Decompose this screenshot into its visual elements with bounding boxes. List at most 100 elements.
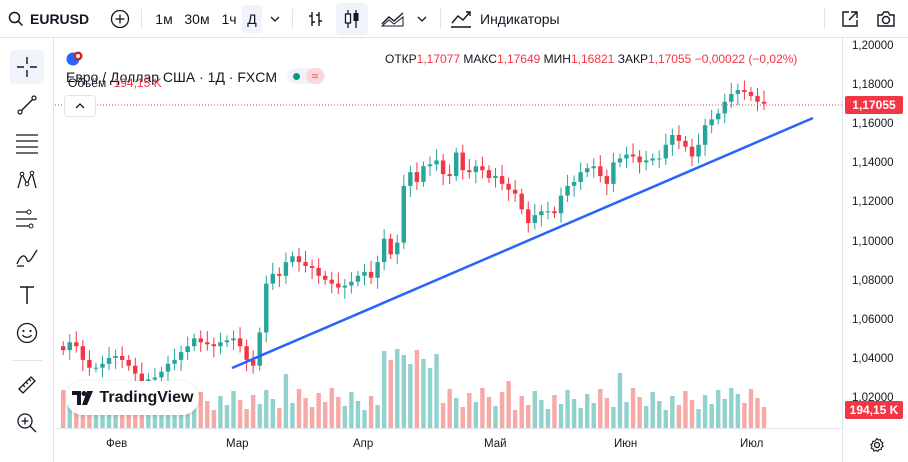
volume-bar — [218, 396, 223, 428]
volume-bar — [126, 408, 131, 428]
volume-bar — [480, 388, 485, 428]
plus-circle-icon — [110, 9, 130, 29]
timeframe-1h[interactable]: 1ч — [221, 11, 237, 27]
candle-body — [473, 166, 479, 173]
compare-symbol-button[interactable] — [106, 0, 134, 38]
trendline[interactable] — [231, 116, 814, 370]
symbol-title[interactable]: Евро / Доллар США · 1Д · FXCM — [66, 69, 278, 85]
screenshot-button[interactable] — [872, 0, 900, 38]
high-label: МАКС — [463, 52, 497, 66]
volume-bar — [67, 396, 72, 428]
candle-body — [748, 91, 754, 96]
open-label: ОТКР — [385, 52, 417, 66]
zoom-tool[interactable] — [10, 406, 44, 440]
collapse-legend-button[interactable] — [64, 95, 96, 117]
emoji-tool[interactable] — [10, 316, 44, 350]
volume-bar — [342, 406, 348, 428]
candle-body — [224, 340, 230, 343]
gear-icon — [870, 437, 884, 453]
chart-legend: Евро / Доллар США · 1Д · FXCM ≈ — [66, 50, 325, 85]
price-tick: 1,04000 — [852, 353, 894, 365]
timeframe-1d[interactable]: Д — [242, 5, 262, 33]
tradingview-logo[interactable]: TradingView — [66, 381, 199, 415]
volume-bar — [323, 402, 328, 428]
time-tick: Июл — [740, 438, 764, 450]
open-value: 1,17077 — [416, 52, 461, 66]
volume-bar — [689, 400, 695, 428]
fib-tool[interactable] — [10, 126, 44, 160]
separator — [292, 9, 293, 29]
candle-body — [571, 181, 577, 186]
candle-body — [250, 359, 256, 366]
fullscreen-button[interactable] — [836, 0, 864, 38]
crosshair-icon — [17, 57, 37, 77]
timeframe-30m[interactable]: 30м — [184, 11, 210, 27]
chart-type-dropdown[interactable] — [413, 0, 431, 38]
crosshair-tool[interactable] — [10, 50, 44, 84]
candle-body — [336, 283, 341, 288]
indicators-button[interactable]: Индикаторы — [450, 0, 570, 38]
candle-body — [565, 185, 570, 196]
candle-body — [290, 256, 295, 263]
timeframe-1m[interactable]: 1м — [155, 11, 173, 27]
volume-bar — [624, 402, 629, 428]
volume-bar — [395, 349, 400, 428]
volume-bar — [526, 405, 531, 428]
volume-bar — [421, 359, 426, 428]
candle-body — [355, 275, 361, 282]
volume-bar — [401, 355, 406, 428]
volume-bar — [408, 364, 413, 428]
candle-body — [192, 338, 197, 347]
volume-bar — [296, 389, 302, 428]
chart-settings-button[interactable] — [866, 434, 888, 456]
candle-body — [460, 152, 465, 171]
candle-body — [440, 160, 446, 175]
candle-body — [218, 342, 223, 347]
bar-style-bars-button[interactable] — [302, 0, 330, 38]
candle-body — [519, 193, 524, 210]
bar-style-candles-button[interactable] — [336, 3, 368, 35]
volume-bar — [565, 390, 570, 428]
candle-body — [434, 160, 439, 165]
text-tool[interactable] — [10, 278, 44, 312]
candle-body — [722, 101, 727, 114]
volume-bar — [709, 404, 714, 428]
chart-type-button[interactable] — [376, 0, 410, 38]
candle-body — [427, 164, 433, 167]
price-tick: 1,16000 — [852, 118, 894, 130]
price-axis[interactable] — [842, 38, 908, 462]
volume-bar — [657, 401, 662, 428]
time-axis[interactable] — [55, 428, 842, 462]
volume-bar — [309, 407, 315, 428]
volume-bar — [578, 408, 583, 428]
fib-retracement-icon — [16, 134, 38, 154]
candle-body — [323, 275, 328, 280]
bars-icon — [309, 12, 322, 26]
text-icon — [20, 286, 34, 304]
volume-bar — [414, 350, 420, 428]
delay-icon: ≈ — [305, 68, 324, 84]
measure-tool[interactable] — [10, 368, 44, 402]
candle-body — [585, 168, 590, 173]
candle-body — [702, 125, 708, 145]
pattern-tool[interactable] — [10, 164, 44, 198]
candle-body — [735, 90, 741, 94]
prediction-tool[interactable] — [10, 202, 44, 236]
top-toolbar: EURUSD 1м 30м 1ч Д Индикаторы — [0, 0, 908, 38]
volume-bar — [336, 397, 341, 428]
symbol-search[interactable]: EURUSD — [8, 0, 104, 38]
candle-body — [689, 146, 695, 157]
candle-body — [362, 271, 367, 276]
candle-body — [591, 166, 596, 169]
brush-tool[interactable] — [10, 240, 44, 274]
market-status-badge[interactable]: ≈ — [286, 68, 325, 84]
timeframe-dropdown[interactable] — [266, 0, 284, 38]
close-value: 1,17055 — [647, 52, 692, 66]
change-value: −0,00022 (−0,02%) — [694, 52, 798, 66]
trendline-tool[interactable] — [10, 88, 44, 122]
trendline-icon — [17, 95, 37, 115]
candle-body — [604, 176, 610, 184]
xabcd-pattern-icon — [17, 170, 37, 189]
volume-bar — [598, 389, 603, 428]
candle-body — [486, 170, 492, 179]
